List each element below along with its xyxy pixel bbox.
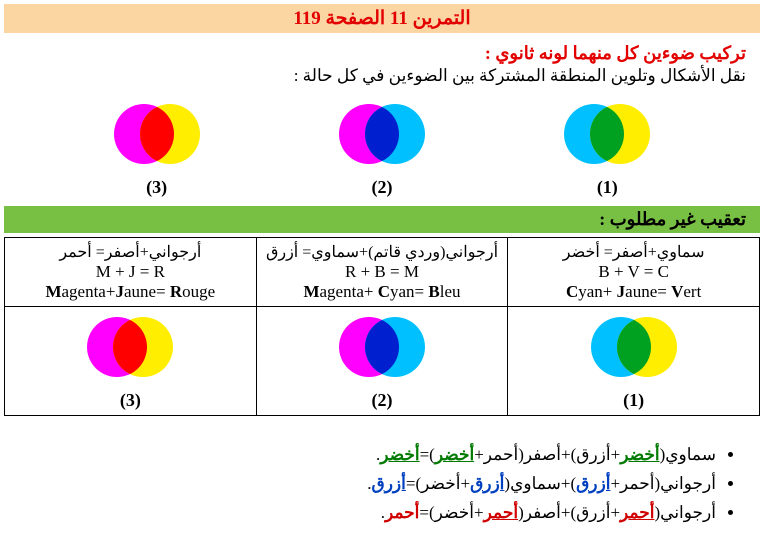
equation-venn-cell: (1): [508, 307, 760, 416]
equation-symbols: R + B = M: [259, 262, 506, 282]
equation-arabic: أرجواني+أصفر= أحمر: [7, 242, 254, 262]
equations-table: أرجواني+أصفر= أحمرM + J = RMagenta+Jaune…: [4, 237, 760, 416]
venn-diagram: [327, 311, 437, 383]
result-item: أرجواني(أحمر+أزرق)+سماوي(أزرق+أخضر)=أزرق…: [4, 470, 716, 499]
venn-label: (1): [510, 390, 757, 411]
title-band: التمرين 11 الصفحة 119: [4, 4, 760, 33]
venn-label: (3): [7, 390, 254, 411]
venn-cell: (1): [552, 98, 662, 198]
venn-row-top: (3) (2) (1): [4, 92, 760, 198]
venn-label: (2): [259, 390, 506, 411]
equation-cell: سماوي+أصفر= أخضرB + V = CCyan+ Jaune= Ve…: [508, 238, 760, 307]
equation-venn-cell: (3): [5, 307, 257, 416]
results-list: سماوي(أخضر+أزرق)+أصفر(أحمر+أخضر)=أخضر.أر…: [4, 433, 760, 528]
venn-label: (2): [327, 177, 437, 198]
venn-label: (3): [102, 177, 212, 198]
venn-label: (1): [552, 177, 662, 198]
equation-symbols: M + J = R: [7, 262, 254, 282]
equation-words: Magenta+Jaune= Rouge: [7, 282, 254, 302]
equation-arabic: أرجواني(وردي قاتم)+سماوي= أزرق: [259, 242, 506, 262]
heading-text: تركيب ضوءين كل منهما لونه ثانوي :: [485, 43, 746, 63]
section-heading: تركيب ضوءين كل منهما لونه ثانوي :: [4, 33, 760, 66]
equation-venn-cell: (2): [256, 307, 508, 416]
result-item: سماوي(أخضر+أزرق)+أصفر(أحمر+أخضر)=أخضر.: [4, 441, 716, 470]
venn-diagram: [552, 98, 662, 170]
instruction: نقل الأشكال وتلوين المنطقة المشتركة بين …: [4, 66, 760, 92]
instruction-text: نقل الأشكال وتلوين المنطقة المشتركة بين …: [294, 66, 746, 85]
equation-words: Magenta+ Cyan= Bleu: [259, 282, 506, 302]
venn-diagram: [75, 311, 185, 383]
venn-cell: (2): [327, 98, 437, 198]
equation-cell: أرجواني(وردي قاتم)+سماوي= أزرقR + B = MM…: [256, 238, 508, 307]
green-band: تعقيب غير مطلوب :: [4, 206, 760, 233]
equation-cell: أرجواني+أصفر= أحمرM + J = RMagenta+Jaune…: [5, 238, 257, 307]
venn-diagram: [327, 98, 437, 170]
equation-symbols: B + V = C: [510, 262, 757, 282]
venn-diagram: [102, 98, 212, 170]
equation-words: Cyan+ Jaune= Vert: [510, 282, 757, 302]
venn-diagram: [579, 311, 689, 383]
title-text: التمرين 11 الصفحة 119: [293, 8, 470, 29]
equation-arabic: سماوي+أصفر= أخضر: [510, 242, 757, 262]
result-item: أرجواني(أحمر+أزرق)+أصفر(أحمر+أخضر)=أحمر.: [4, 499, 716, 528]
green-band-text: تعقيب غير مطلوب :: [599, 209, 746, 229]
venn-cell: (3): [102, 98, 212, 198]
